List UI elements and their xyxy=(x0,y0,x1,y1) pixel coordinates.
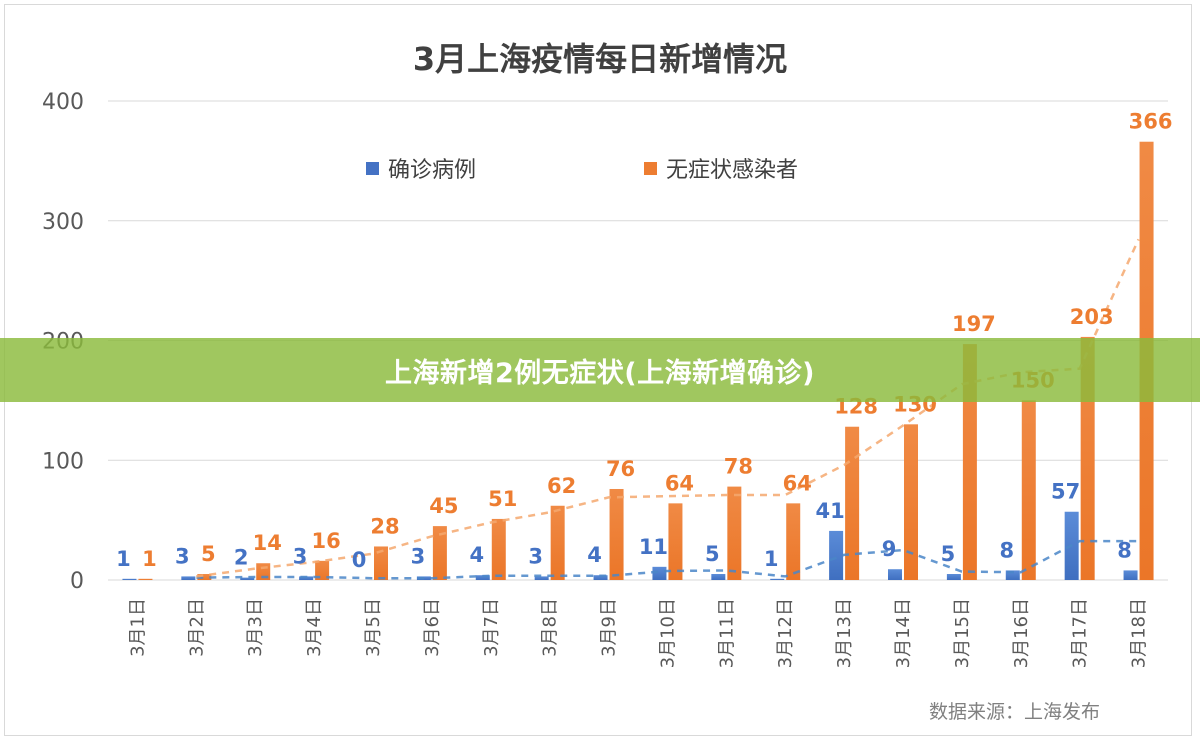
data-label-confirmed: 5 xyxy=(705,542,720,566)
bar-confirmed xyxy=(1005,570,1020,580)
bar-asymptomatic xyxy=(550,505,565,580)
data-label-confirmed: 0 xyxy=(352,548,367,572)
bar-asymptomatic xyxy=(491,518,506,580)
x-tick-label: 3月2日 xyxy=(186,598,207,657)
x-tick-label: 3月10日 xyxy=(657,598,678,668)
bar-asymptomatic xyxy=(138,578,153,580)
data-label-asymptomatic: 1 xyxy=(142,547,157,571)
bar-asymptomatic xyxy=(904,424,918,580)
x-tick-label: 3月11日 xyxy=(716,598,737,668)
data-label-confirmed: 41 xyxy=(815,499,844,523)
data-label-asymptomatic: 14 xyxy=(253,531,282,555)
x-tick-label: 3月3日 xyxy=(245,598,266,657)
data-label-asymptomatic: 5 xyxy=(201,542,216,566)
data-label-asymptomatic: 64 xyxy=(783,471,812,495)
y-tick-label: 0 xyxy=(70,569,84,594)
legend-label-confirmed: 确诊病例 xyxy=(388,158,476,183)
data-label-asymptomatic: 366 xyxy=(1129,110,1173,134)
x-tick-label: 3月8日 xyxy=(540,598,561,657)
bar-confirmed xyxy=(946,574,961,580)
legend-label-asymptomatic: 无症状感染者 xyxy=(666,158,798,183)
bar-asymptomatic xyxy=(962,344,977,580)
bar-confirmed xyxy=(770,578,785,580)
headline-text: 上海新增2例无症状(上海新增确诊) xyxy=(385,357,815,389)
bar-asymptomatic xyxy=(668,503,683,580)
chart-title: 3月上海疫情每日新增情况 xyxy=(413,40,787,78)
data-label-asymptomatic: 16 xyxy=(311,529,340,553)
data-label-confirmed: 1 xyxy=(116,547,131,571)
headline-banner: 上海新增2例无症状(上海新增确诊) xyxy=(0,338,1200,402)
bar-confirmed xyxy=(829,530,844,580)
x-tick-label: 3月6日 xyxy=(422,598,443,657)
trendline-confirmed xyxy=(196,539,1139,580)
data-label-asymptomatic: 78 xyxy=(724,455,753,479)
data-label-confirmed: 3 xyxy=(528,544,543,568)
bar-asymptomatic xyxy=(315,560,330,580)
bar-asymptomatic xyxy=(727,486,742,580)
data-labels: 1 1 3 5 214316028345451362476116457816441128… xyxy=(116,110,1172,572)
bar-confirmed xyxy=(888,569,902,580)
y-tick-label: 400 xyxy=(42,90,84,115)
bar-asymptomatic xyxy=(845,426,860,580)
bar-asymptomatic xyxy=(197,574,212,580)
data-label-asymptomatic: 28 xyxy=(370,514,399,538)
bar-asymptomatic xyxy=(609,488,624,580)
bar-confirmed xyxy=(1123,570,1138,580)
data-label-confirmed: 11 xyxy=(639,535,668,559)
bar-asymptomatic xyxy=(374,546,388,580)
trendline-asymptomatic xyxy=(196,238,1140,578)
x-axis-ticks: 3月1日 3月2日 3月3日 3月4日 3月5日 3月6日 3月7日 3月8日 3月9日 3月10… xyxy=(127,598,1149,668)
source-note: 数据来源：上海发布 xyxy=(929,701,1100,723)
data-label-asymptomatic: 51 xyxy=(488,487,517,511)
legend: 确诊病例 无症状感染者 xyxy=(366,158,798,183)
x-tick-label: 3月18日 xyxy=(1129,598,1150,668)
y-tick-label: 300 xyxy=(42,210,84,235)
data-label-confirmed: 4 xyxy=(587,543,602,567)
data-label-confirmed: 3 xyxy=(293,544,308,568)
bar-confirmed xyxy=(122,578,137,580)
y-tick-label: 100 xyxy=(42,449,84,474)
data-label-confirmed: 1 xyxy=(764,547,779,571)
x-tick-label: 3月14日 xyxy=(893,598,914,668)
bar-confirmed xyxy=(652,566,667,580)
bar-confirmed xyxy=(534,576,549,580)
data-label-asymptomatic: 62 xyxy=(547,474,576,498)
data-label-asymptomatic: 64 xyxy=(665,471,694,495)
data-label-confirmed: 8 xyxy=(1117,538,1132,562)
bar-confirmed xyxy=(240,577,255,580)
legend-swatch-asymptomatic xyxy=(644,162,657,175)
legend-swatch-confirmed xyxy=(366,162,379,175)
bar-asymptomatic xyxy=(1021,400,1036,580)
data-label-asymptomatic: 45 xyxy=(429,494,458,518)
x-tick-label: 3月4日 xyxy=(304,598,325,657)
bar-confirmed xyxy=(475,575,490,580)
data-label-asymptomatic: 197 xyxy=(952,312,996,336)
bar-confirmed xyxy=(711,574,726,580)
data-label-confirmed: 3 xyxy=(175,544,190,568)
bar-asymptomatic xyxy=(432,526,447,580)
x-tick-label: 3月16日 xyxy=(1011,598,1032,668)
x-tick-label: 3月9日 xyxy=(599,598,620,657)
x-tick-label: 3月5日 xyxy=(363,598,384,657)
x-tick-label: 3月7日 xyxy=(481,598,502,657)
data-label-confirmed: 3 xyxy=(411,544,426,568)
data-label-confirmed: 9 xyxy=(882,537,897,561)
data-label-confirmed: 57 xyxy=(1051,480,1080,504)
x-tick-label: 3月15日 xyxy=(952,598,973,668)
data-label-asymptomatic: 76 xyxy=(606,457,635,481)
x-tick-label: 3月12日 xyxy=(775,598,796,668)
data-label-confirmed: 8 xyxy=(999,538,1014,562)
data-label-confirmed: 2 xyxy=(234,546,249,570)
data-label-confirmed: 4 xyxy=(469,543,484,567)
bar-confirmed xyxy=(181,576,196,580)
x-tick-label: 3月17日 xyxy=(1070,598,1091,668)
x-tick-label: 3月1日 xyxy=(127,598,148,657)
data-label-asymptomatic: 203 xyxy=(1070,305,1114,329)
trend-lines xyxy=(196,238,1140,580)
x-tick-label: 3月13日 xyxy=(834,598,855,668)
bar-confirmed xyxy=(593,575,608,580)
data-label-confirmed: 5 xyxy=(941,542,956,566)
bar-asymptomatic xyxy=(786,503,801,580)
